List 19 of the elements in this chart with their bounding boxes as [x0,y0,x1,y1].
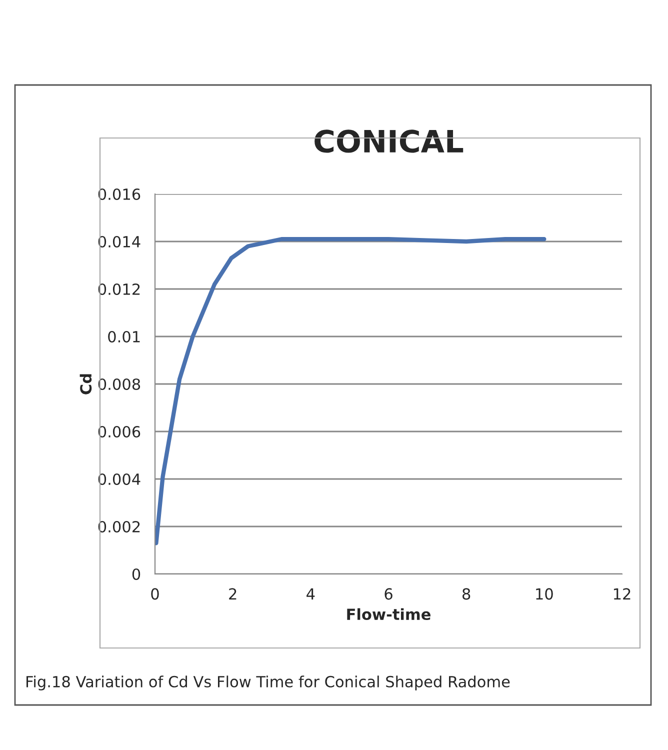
line-series [155,237,546,546]
x-tick-label: 8 [462,588,470,600]
x-tick-label: 12 [614,588,630,600]
y-tick-label: 0.01 [108,330,140,343]
y-tick-label: 0.004 [98,473,140,486]
y-tick-label: 0 [132,568,140,580]
x-tick-label: 10 [536,588,553,600]
x-tick-label: 2 [229,588,236,600]
x-tick-label: 0 [151,588,159,600]
y-tick-label: 0.006 [98,426,140,438]
y-tick-label: 0.002 [98,520,140,533]
y-axis-title: Cd [80,374,92,394]
y-tick-label: 0.016 [98,188,140,200]
x-axis-title: Flow-time [347,608,430,620]
caption: Fig.18 Variation of Cd Vs Flow Time for Conical Shaped Radome [26,676,510,690]
chart-title: CONICAL [314,130,464,153]
x-tick-label: 4 [306,588,315,600]
y-tick-label: 0.008 [98,378,140,390]
x-tick-label: 6 [384,588,392,600]
